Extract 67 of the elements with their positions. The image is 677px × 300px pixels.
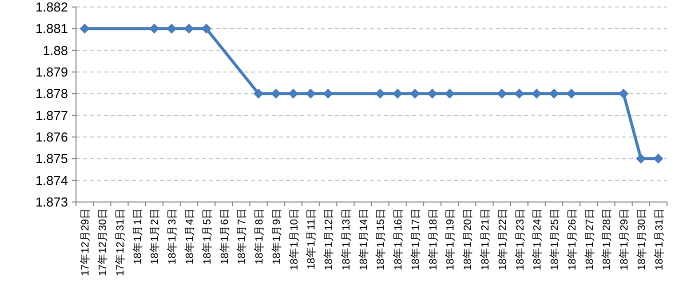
x-tick-label: 18年1月12日: [323, 208, 336, 270]
point: [392, 88, 403, 99]
point: [496, 88, 507, 99]
x-tick-label: 18年1月31日: [653, 208, 666, 270]
x-tick-label: 18年1月10日: [288, 208, 300, 270]
point: [375, 88, 386, 99]
point: [653, 154, 664, 164]
x-tick-label: 18年1月14日: [358, 208, 370, 270]
point: [566, 88, 576, 99]
y-tick-label: 1.876: [35, 130, 68, 144]
x-tick-label: 18年1月7日: [236, 208, 248, 264]
point: [410, 88, 420, 99]
point: [254, 88, 264, 99]
point: [444, 88, 455, 99]
x-tick-label: 18年1月25日: [549, 208, 562, 270]
point: [636, 154, 646, 164]
x-tick-label: 18年1月3日: [166, 208, 179, 264]
y-tick-label: 1.874: [35, 172, 68, 188]
point: [618, 88, 629, 99]
point: [532, 88, 542, 99]
x-tick-label: 18年1月22日: [496, 208, 509, 270]
x-tick-label: 18年1月27日: [584, 208, 596, 270]
x-tick-label: 18年1月6日: [218, 208, 231, 264]
x-tick-label: 18年1月8日: [254, 208, 266, 264]
point: [166, 24, 177, 34]
x-tick-label: 18年1月19日: [444, 208, 457, 270]
x-tick-label: 17年12月29日: [80, 208, 92, 276]
point: [201, 24, 212, 34]
point: [270, 88, 281, 99]
x-tick-label: 18年1月4日: [184, 208, 196, 264]
y-tick-label: 1.877: [35, 108, 68, 123]
x-tick-label: 18年1月23日: [514, 208, 526, 270]
point: [306, 88, 316, 99]
point: [514, 88, 524, 99]
x-tick-label: 18年1月17日: [410, 208, 422, 270]
x-tick-label: 17年12月30日: [97, 208, 110, 276]
x-tick-label: 18年1月15日: [375, 208, 388, 270]
y-tick-label: 1.879: [35, 64, 68, 80]
y-tick-label: 1.875: [35, 151, 68, 166]
x-tick-label: 18年1月26日: [566, 208, 578, 270]
x-tick-label: 18年1月9日: [270, 208, 283, 264]
y-tick-label: 1.882: [35, 0, 68, 14]
point: [323, 88, 334, 99]
x-tick-label: 18年1月11日: [306, 208, 318, 270]
point: [184, 24, 194, 34]
y-tick-label: 1.873: [35, 194, 68, 210]
x-tick-label: 18年1月24日: [532, 208, 544, 270]
y-tick-label: 1.881: [35, 21, 68, 36]
x-tick-label: 18年1月5日: [201, 208, 214, 264]
x-tick-label: 18年1月20日: [462, 208, 474, 270]
x-tick-label: 18年1月2日: [149, 208, 162, 264]
y-tick-label: 1.88: [42, 42, 68, 58]
x-tick-label: 18年1月1日: [132, 208, 144, 264]
y-tick-label: 1.878: [35, 86, 68, 102]
x-tick-label: 18年1月29日: [618, 208, 631, 270]
point: [288, 88, 298, 99]
x-tick-label: 18年1月13日: [340, 208, 352, 270]
x-tick-label: 18年1月21日: [479, 208, 492, 270]
x-tick-label: 17年12月31日: [114, 208, 126, 276]
x-tick-label: 18年1月16日: [392, 208, 405, 270]
x-tick-label: 18年1月30日: [636, 208, 648, 270]
point: [427, 88, 438, 99]
point: [149, 24, 160, 34]
x-tick-label: 18年1月28日: [601, 208, 614, 270]
x-tick-label: 18年1月18日: [427, 208, 440, 270]
point: [80, 24, 90, 34]
point: [549, 88, 560, 99]
